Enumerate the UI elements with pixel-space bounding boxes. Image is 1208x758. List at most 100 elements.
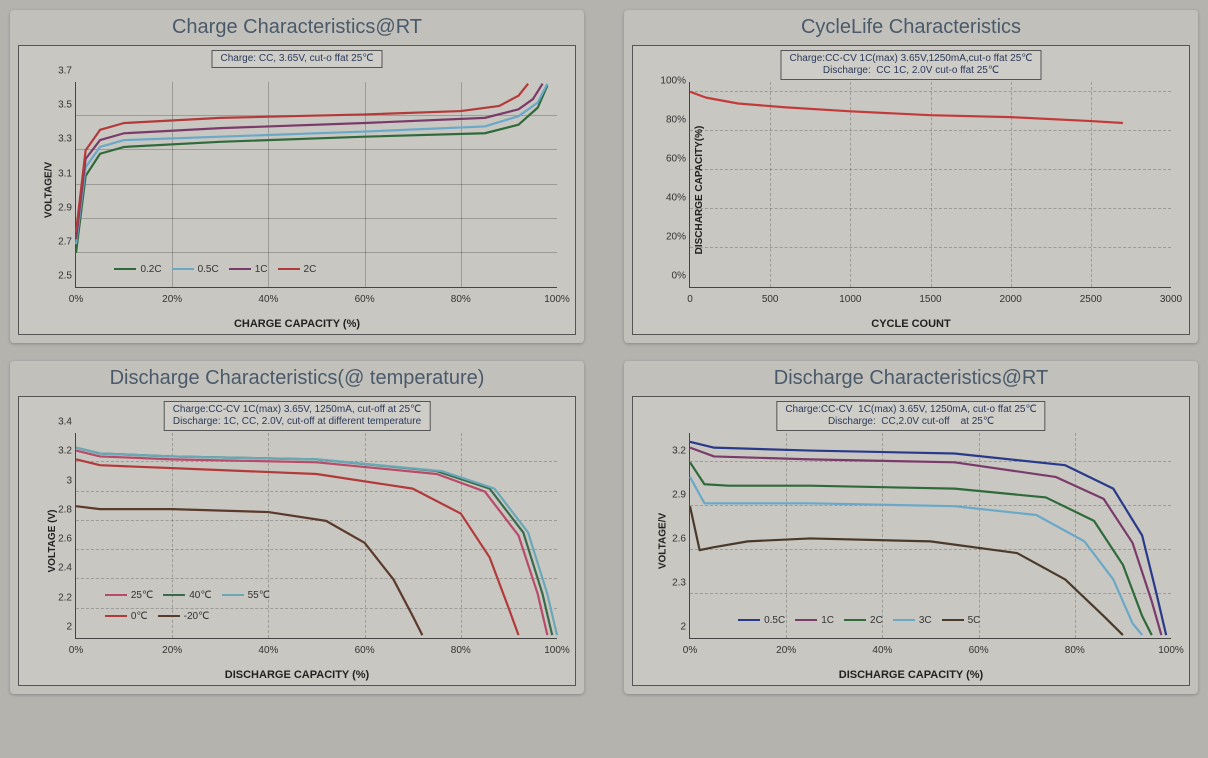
y-tick: 0% (654, 271, 686, 282)
chart-caption: Charge:CC-CV 1C(max) 3.65V,1250mA,cut-o … (780, 50, 1041, 80)
y-tick: 2.4 (40, 563, 72, 574)
x-tick: 20% (776, 645, 796, 656)
legend-swatch (114, 268, 136, 270)
legend-label: 55℃ (248, 590, 270, 601)
plot-area: 22.32.62.93.20%20%40%60%80%100%0.5C1C2C3… (689, 433, 1171, 639)
panel-title: Charge Characteristics@RT (18, 16, 576, 39)
chart-frame: Charge:CC-CV 1C(max) 3.65V, 1250mA, cut-… (632, 396, 1190, 686)
series-line (690, 92, 1123, 123)
y-tick: 60% (654, 153, 686, 164)
chart-caption: Charge:CC-CV 1C(max) 3.65V, 1250mA, cut-… (776, 401, 1045, 431)
x-tick: 80% (1065, 645, 1085, 656)
x-tick: 0 (687, 294, 693, 305)
x-tick: 1500 (919, 294, 941, 305)
x-tick: 20% (162, 294, 182, 305)
y-tick: 2 (40, 622, 72, 633)
x-tick: 0% (69, 294, 83, 305)
y-tick: 3.2 (654, 446, 686, 457)
x-tick: 100% (1158, 645, 1184, 656)
x-tick: 2500 (1080, 294, 1102, 305)
y-tick: 2.2 (40, 592, 72, 603)
y-tick: 100% (654, 75, 686, 86)
series-line (76, 84, 543, 239)
y-tick: 2.5 (40, 271, 72, 282)
legend-item: 2C (278, 264, 317, 275)
legend-swatch (942, 619, 964, 621)
x-tick: 40% (258, 645, 278, 656)
panel-title: Discharge Characteristics(@ temperature) (18, 367, 576, 390)
x-tick: 500 (762, 294, 779, 305)
x-tick: 20% (162, 645, 182, 656)
legend-item: 0℃ (105, 611, 148, 622)
legend-item: 0.5C (172, 264, 219, 275)
legend-label: 1C (255, 264, 268, 275)
x-tick: 80% (451, 645, 471, 656)
legend-item: 0.5C (738, 615, 785, 626)
chart-frame: Charge: CC, 3.65V, cut-o ffat 25℃VOLTAGE… (18, 45, 576, 335)
legend-item: 55℃ (222, 590, 270, 601)
chart-grid: Charge Characteristics@RT Charge: CC, 3.6… (10, 10, 1198, 694)
y-tick: 3.1 (40, 168, 72, 179)
plot-area: 22.22.42.62.833.23.40%20%40%60%80%100%25… (75, 433, 557, 639)
x-tick: 60% (969, 645, 989, 656)
legend-label: 0.5C (198, 264, 219, 275)
y-tick: 2.7 (40, 236, 72, 247)
legend-item: 2C (844, 615, 883, 626)
legend: 25℃ 40℃ 55℃ 0℃ -20℃ (105, 590, 315, 622)
y-tick: 2.8 (40, 504, 72, 515)
legend-swatch (893, 619, 915, 621)
series-svg (690, 433, 1171, 638)
series-line (76, 84, 547, 245)
legend-swatch (105, 594, 127, 596)
y-tick: 40% (654, 192, 686, 203)
y-tick: 2.6 (654, 534, 686, 545)
x-tick: 80% (451, 294, 471, 305)
panel-title: CycleLife Characteristics (632, 16, 1190, 39)
legend: 0.5C 1C 2C 3C 5C (738, 615, 980, 626)
x-tick: 0% (683, 645, 697, 656)
y-tick: 2 (654, 622, 686, 633)
legend-swatch (172, 268, 194, 270)
legend-label: 25℃ (131, 590, 153, 601)
legend-swatch (278, 268, 300, 270)
x-tick: 100% (544, 294, 570, 305)
legend-label: 0.2C (140, 264, 161, 275)
legend-item: 1C (795, 615, 834, 626)
legend-item: -20℃ (158, 611, 210, 622)
legend-label: 0℃ (131, 611, 148, 622)
panel-charge_rt: Charge Characteristics@RT Charge: CC, 3.6… (10, 10, 584, 343)
legend-label: 2C (870, 615, 883, 626)
y-tick: 2.9 (40, 202, 72, 213)
y-tick: 2.9 (654, 490, 686, 501)
y-tick: 3.4 (40, 417, 72, 428)
chart-frame: Charge:CC-CV 1C(max) 3.65V,1250mA,cut-o … (632, 45, 1190, 335)
y-tick: 2.6 (40, 534, 72, 545)
legend-swatch (229, 268, 251, 270)
legend-swatch (163, 594, 185, 596)
series-line (76, 85, 547, 252)
legend-label: 40℃ (189, 590, 211, 601)
legend-item: 5C (942, 615, 981, 626)
x-tick: 60% (355, 645, 375, 656)
y-tick: 3.3 (40, 134, 72, 145)
panel-title: Discharge Characteristics@RT (632, 367, 1190, 390)
x-tick: 1000 (839, 294, 861, 305)
panel-cyclelife: CycleLife Characteristics Charge:CC-CV 1C… (624, 10, 1198, 343)
legend-label: 1C (821, 615, 834, 626)
chart-caption: Charge:CC-CV 1C(max) 3.65V, 1250mA, cut-… (164, 401, 431, 431)
legend-label: 0.5C (764, 615, 785, 626)
legend-swatch (222, 594, 244, 596)
series-svg (76, 82, 557, 287)
y-tick: 20% (654, 231, 686, 242)
x-axis-label: CYCLE COUNT (633, 318, 1189, 330)
x-tick: 2000 (1000, 294, 1022, 305)
x-tick: 60% (355, 294, 375, 305)
x-axis-label: DISCHARGE CAPACITY (%) (633, 669, 1189, 681)
legend-swatch (738, 619, 760, 621)
legend-label: 3C (919, 615, 932, 626)
x-axis-label: DISCHARGE CAPACITY (%) (19, 669, 575, 681)
y-tick: 2.3 (654, 578, 686, 589)
legend-swatch (158, 615, 180, 617)
series-line (76, 84, 528, 233)
y-tick: 3.5 (40, 100, 72, 111)
